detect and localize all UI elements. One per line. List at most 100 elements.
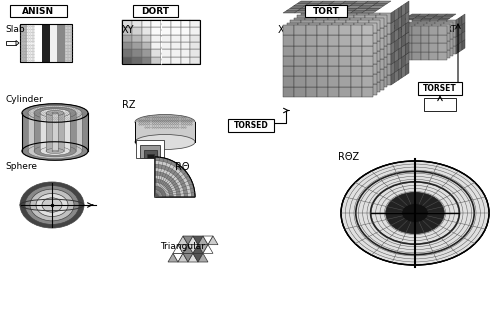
- Bar: [161, 57, 171, 64]
- Bar: [350, 56, 362, 66]
- Bar: [190, 42, 200, 49]
- Bar: [294, 25, 306, 35]
- Bar: [316, 59, 328, 69]
- Bar: [380, 13, 391, 23]
- Bar: [368, 33, 380, 44]
- Bar: [306, 87, 317, 97]
- Bar: [320, 46, 331, 56]
- Polygon shape: [420, 18, 432, 20]
- Bar: [358, 20, 369, 30]
- Bar: [312, 61, 324, 72]
- Bar: [354, 16, 365, 26]
- Bar: [350, 49, 362, 59]
- Bar: [132, 57, 141, 64]
- Bar: [430, 20, 438, 29]
- Bar: [432, 24, 441, 33]
- Bar: [171, 49, 180, 57]
- Bar: [64, 24, 72, 62]
- Bar: [305, 59, 316, 69]
- Bar: [46, 113, 64, 151]
- Bar: [302, 61, 312, 72]
- Polygon shape: [391, 42, 394, 54]
- Bar: [294, 69, 305, 79]
- Ellipse shape: [30, 189, 74, 221]
- Bar: [357, 33, 368, 44]
- Bar: [320, 43, 332, 53]
- Bar: [190, 27, 200, 35]
- Bar: [180, 57, 190, 64]
- Bar: [316, 69, 328, 79]
- Bar: [298, 33, 309, 43]
- Bar: [362, 69, 372, 79]
- Bar: [421, 20, 430, 29]
- Bar: [135, 122, 195, 142]
- Polygon shape: [294, 3, 308, 6]
- Polygon shape: [462, 14, 465, 24]
- Bar: [312, 82, 324, 92]
- Bar: [324, 75, 335, 85]
- Bar: [28, 113, 82, 151]
- Polygon shape: [16, 41, 19, 46]
- Bar: [436, 47, 444, 56]
- Bar: [301, 33, 312, 44]
- Bar: [298, 43, 309, 53]
- Bar: [328, 79, 339, 90]
- Bar: [339, 35, 350, 46]
- Bar: [421, 37, 430, 46]
- Polygon shape: [193, 236, 203, 245]
- Bar: [342, 77, 353, 87]
- Bar: [317, 77, 328, 87]
- Bar: [308, 77, 320, 87]
- Bar: [335, 51, 346, 61]
- Bar: [317, 46, 328, 56]
- Bar: [444, 22, 453, 30]
- Bar: [324, 13, 335, 23]
- Polygon shape: [324, 6, 339, 8]
- Bar: [316, 28, 328, 38]
- Bar: [362, 35, 373, 46]
- Bar: [312, 64, 324, 75]
- Bar: [424, 24, 432, 33]
- Bar: [316, 38, 328, 49]
- Bar: [354, 46, 365, 56]
- Bar: [418, 39, 426, 47]
- Bar: [324, 51, 335, 61]
- Bar: [312, 72, 324, 82]
- Bar: [369, 20, 380, 30]
- Bar: [306, 66, 317, 77]
- Bar: [424, 50, 432, 58]
- Polygon shape: [198, 245, 208, 253]
- Bar: [298, 77, 308, 87]
- Bar: [357, 23, 368, 33]
- Bar: [320, 36, 331, 46]
- Polygon shape: [391, 11, 394, 23]
- Bar: [317, 35, 328, 46]
- Bar: [368, 75, 380, 85]
- Bar: [122, 57, 132, 64]
- Polygon shape: [391, 52, 394, 64]
- Bar: [412, 43, 420, 51]
- Polygon shape: [294, 11, 309, 13]
- Text: RZ: RZ: [122, 100, 136, 110]
- Bar: [142, 57, 151, 64]
- Bar: [305, 18, 316, 28]
- Bar: [430, 51, 438, 60]
- Bar: [412, 46, 421, 54]
- Bar: [441, 50, 450, 58]
- Bar: [305, 38, 316, 49]
- Polygon shape: [432, 16, 444, 18]
- Bar: [142, 27, 151, 35]
- Polygon shape: [398, 68, 402, 80]
- Bar: [180, 35, 190, 42]
- Bar: [380, 23, 391, 33]
- Bar: [161, 35, 171, 42]
- Ellipse shape: [42, 198, 62, 212]
- Ellipse shape: [40, 109, 70, 117]
- Bar: [294, 28, 305, 38]
- Bar: [403, 34, 412, 43]
- Bar: [190, 20, 200, 27]
- Bar: [335, 72, 346, 82]
- Bar: [290, 61, 302, 72]
- Bar: [328, 87, 339, 97]
- Bar: [380, 54, 391, 64]
